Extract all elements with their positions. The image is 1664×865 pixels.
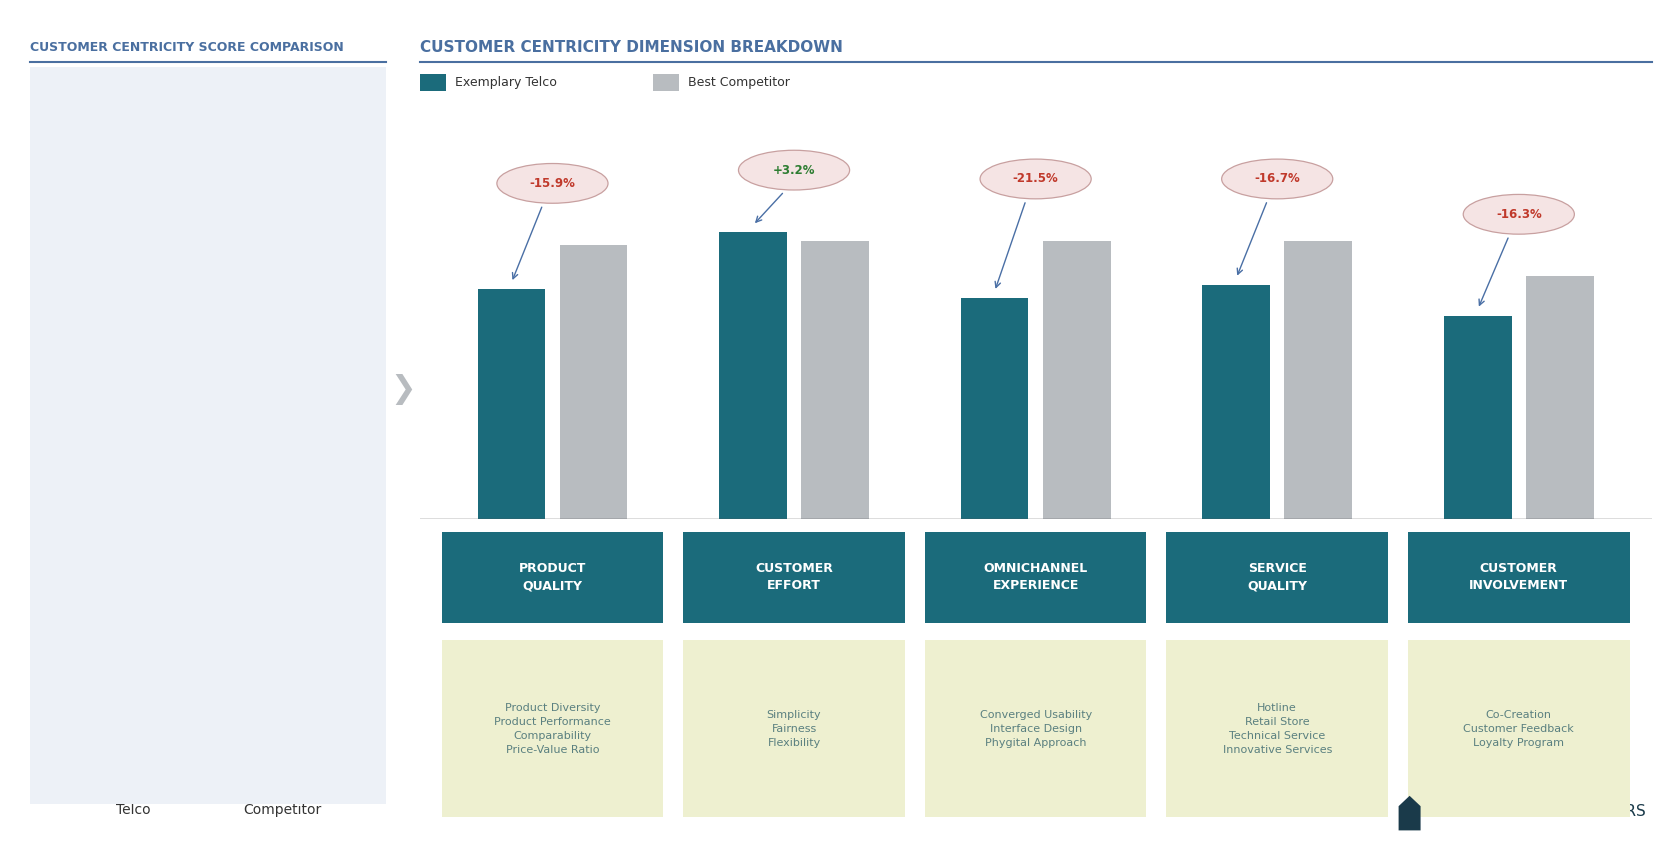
Text: PARTNERS: PARTNERS bbox=[1561, 804, 1644, 819]
Bar bbox=[1042, 240, 1110, 519]
Text: CUSTOMER
INVOLVEMENT: CUSTOMER INVOLVEMENT bbox=[1468, 562, 1567, 593]
Bar bbox=[1201, 285, 1270, 519]
Ellipse shape bbox=[1221, 159, 1331, 199]
Text: ❯: ❯ bbox=[389, 374, 416, 405]
Bar bbox=[1526, 276, 1592, 519]
Text: Best Competitor: Best Competitor bbox=[687, 75, 789, 89]
Text: CUSTOMER CENTRICITY SCORE COMPARISON: CUSTOMER CENTRICITY SCORE COMPARISON bbox=[30, 41, 343, 54]
Text: SERVICE
QUALITY: SERVICE QUALITY bbox=[1246, 562, 1306, 593]
Text: -12.0%: -12.0% bbox=[181, 153, 235, 167]
Bar bbox=[1443, 316, 1511, 519]
Bar bbox=[478, 290, 544, 519]
Ellipse shape bbox=[739, 151, 849, 190]
Text: OMNICHANNEL
EXPERIENCE: OMNICHANNEL EXPERIENCE bbox=[983, 562, 1087, 593]
Text: -15.9%: -15.9% bbox=[529, 176, 576, 190]
Bar bbox=[211, 266, 354, 778]
Text: +3.2%: +3.2% bbox=[772, 163, 815, 176]
Text: FORTLANE: FORTLANE bbox=[1448, 804, 1538, 819]
Text: PRODUCT
QUALITY: PRODUCT QUALITY bbox=[519, 562, 586, 593]
Text: Co-Creation
Customer Feedback
Loyalty Program: Co-Creation Customer Feedback Loyalty Pr… bbox=[1463, 710, 1572, 747]
Text: 63: 63 bbox=[268, 238, 298, 258]
Ellipse shape bbox=[496, 163, 607, 203]
Text: Product Diversity
Product Performance
Comparability
Price-Value Ratio: Product Diversity Product Performance Co… bbox=[494, 702, 611, 755]
Ellipse shape bbox=[156, 133, 260, 186]
Bar bbox=[1283, 240, 1351, 519]
Ellipse shape bbox=[1463, 195, 1574, 234]
Bar bbox=[800, 240, 869, 519]
Text: Simplicity
Fairness
Flexibility: Simplicity Fairness Flexibility bbox=[765, 710, 820, 747]
Bar bbox=[62, 323, 205, 778]
Text: CUSTOMER
EFFORT: CUSTOMER EFFORT bbox=[755, 562, 832, 593]
Text: Converged Usability
Interface Design
Phygital Approach: Converged Usability Interface Design Phy… bbox=[978, 710, 1092, 747]
Bar bbox=[559, 245, 627, 519]
Bar bbox=[719, 232, 787, 519]
Text: Hotline
Retail Store
Technical Service
Innovative Services: Hotline Retail Store Technical Service I… bbox=[1221, 702, 1331, 755]
Text: -16.7%: -16.7% bbox=[1253, 172, 1300, 185]
Ellipse shape bbox=[980, 159, 1090, 199]
Bar bbox=[960, 298, 1028, 519]
Text: CUSTOMER CENTRICITY DIMENSION BREAKDOWN: CUSTOMER CENTRICITY DIMENSION BREAKDOWN bbox=[419, 40, 842, 55]
Text: Exemplary Telco: Exemplary Telco bbox=[454, 75, 556, 89]
Text: 56: 56 bbox=[118, 294, 148, 315]
Text: -16.3%: -16.3% bbox=[1494, 208, 1541, 221]
Text: -21.5%: -21.5% bbox=[1012, 172, 1058, 185]
